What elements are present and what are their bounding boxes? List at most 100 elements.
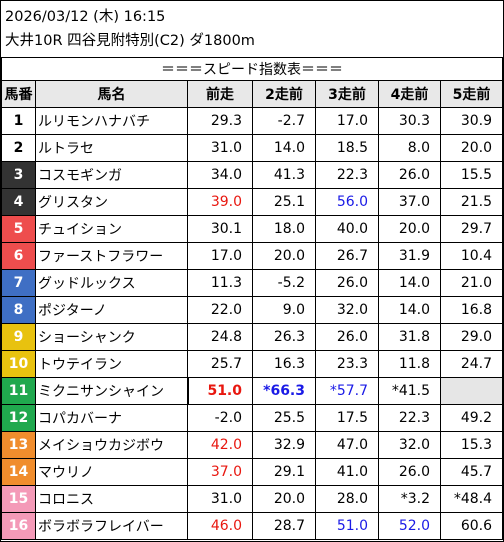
race-title: 大井10R 四谷見附特別(C2) ダ1800m: [5, 33, 255, 49]
speed-race-5: 10.4: [439, 242, 504, 270]
horse-name: コパカバーナ: [35, 404, 188, 432]
speed-last-race: 30.1: [187, 215, 253, 243]
table-row: 14 マウリノ 37.0 29.1 41.0 26.0 45.7: [1, 458, 504, 486]
speed-race-3: 18.5: [315, 134, 379, 162]
speed-race-2: 20.0: [252, 485, 316, 513]
horse-number: 5: [1, 215, 36, 243]
speed-race-2: 41.3: [252, 161, 316, 189]
speed-last-race: 31.0: [187, 485, 253, 513]
speed-race-5: 24.7: [439, 350, 504, 378]
speed-race-5: 30.9: [439, 107, 504, 135]
horse-number: 1: [1, 107, 36, 135]
speed-race-5: 29.0: [439, 323, 504, 351]
speed-last-race: 29.3: [187, 107, 253, 135]
speed-last-race: 42.0: [187, 431, 253, 459]
speed-race-2: 20.0: [252, 242, 316, 270]
table-row: 10 トウテイラン 25.7 16.3 23.3 11.8 24.7: [1, 350, 504, 378]
table-row: 5 チュイション 30.1 18.0 40.0 20.0 29.7: [1, 215, 504, 243]
horse-name: ファーストフラワー: [35, 242, 188, 270]
col-header-horse-name: 馬名: [35, 80, 188, 108]
table-row: 16 ボラボラフレイバー 46.0 28.7 51.0 52.0 60.6: [1, 512, 504, 540]
horse-name: チュイション: [35, 215, 188, 243]
horse-number: 15: [1, 485, 36, 513]
table-row: 15 コロニス 31.0 20.0 28.0 *3.2 *48.4: [1, 485, 504, 513]
horse-name: グッドルックス: [35, 269, 188, 297]
table-row: 6 ファーストフラワー 17.0 20.0 26.7 31.9 10.4: [1, 242, 504, 270]
speed-race-5: 16.8: [439, 296, 504, 324]
table-row: 7 グッドルックス 11.3 -5.2 26.0 14.0 21.0: [1, 269, 504, 297]
horse-name: コロニス: [35, 485, 188, 513]
col-header-race-5: 5走前: [439, 80, 504, 108]
speed-race-2: *66.3: [252, 377, 316, 405]
speed-race-3: 56.0: [315, 188, 379, 216]
speed-race-4: 52.0: [378, 512, 441, 540]
col-header-race-2: 2走前: [252, 80, 316, 108]
speed-race-4: *3.2: [378, 485, 441, 513]
speed-race-2: 26.3: [252, 323, 316, 351]
speed-race-4: 30.3: [378, 107, 441, 135]
col-header-race-4: 4走前: [378, 80, 441, 108]
speed-race-3: 28.0: [315, 485, 379, 513]
table-title: ＝＝＝スピード指数表＝＝＝: [0, 57, 504, 81]
horse-number: 2: [1, 134, 36, 162]
speed-race-2: -2.7: [252, 107, 316, 135]
col-header-last-race: 前走: [187, 80, 253, 108]
table-row: 9 ショーシャンク 24.8 26.3 26.0 31.8 29.0: [1, 323, 504, 351]
datetime-label: 2026/03/12 (木) 16:15: [5, 9, 166, 25]
speed-race-4: 22.3: [378, 404, 441, 432]
horse-name: トウテイラン: [35, 350, 188, 378]
speed-race-2: 9.0: [252, 296, 316, 324]
horse-number: 11: [1, 377, 36, 405]
speed-last-race: 17.0: [187, 242, 253, 270]
horse-name: ボラボラフレイバー: [35, 512, 188, 540]
speed-race-2: 29.1: [252, 458, 316, 486]
horse-number: 12: [1, 404, 36, 432]
col-header-number: 馬番: [1, 80, 36, 108]
speed-race-4: 26.0: [378, 458, 441, 486]
speed-race-3: 51.0: [315, 512, 379, 540]
horse-name: ルトラセ: [35, 134, 188, 162]
horse-name: コスモギンガ: [35, 161, 188, 189]
speed-race-4: 37.0: [378, 188, 441, 216]
table-row: 4 グリスタン 39.0 25.1 56.0 37.0 21.5: [1, 188, 504, 216]
table-row: 8 ポジターノ 22.0 9.0 32.0 14.0 16.8: [1, 296, 504, 324]
speed-race-5: 15.5: [439, 161, 504, 189]
speed-race-2: 16.3: [252, 350, 316, 378]
horse-name: メイショウカジボウ: [35, 431, 188, 459]
speed-race-4: *41.5: [378, 377, 441, 405]
speed-race-5: 20.0: [439, 134, 504, 162]
speed-race-4: 8.0: [378, 134, 441, 162]
speed-race-4: 11.8: [378, 350, 441, 378]
speed-race-5: *48.4: [439, 485, 504, 513]
speed-race-4: 31.9: [378, 242, 441, 270]
table-row: 3 コスモギンガ 34.0 41.3 22.3 26.0 15.5: [1, 161, 504, 189]
speed-race-5: [439, 377, 504, 405]
table-row: 11 ミクニサンシャイン 51.0 *66.3 *57.7 *41.5: [1, 377, 504, 405]
horse-number: 13: [1, 431, 36, 459]
speed-race-5: 29.7: [439, 215, 504, 243]
speed-race-3: 17.5: [315, 404, 379, 432]
speed-race-4: 20.0: [378, 215, 441, 243]
table-row: 12 コパカバーナ -2.0 25.5 17.5 22.3 49.2: [1, 404, 504, 432]
speed-race-2: 32.9: [252, 431, 316, 459]
speed-last-race: 51.0: [187, 377, 253, 405]
speed-last-race: 31.0: [187, 134, 253, 162]
table-header-row: 馬番 馬名 前走 2走前 3走前 4走前 5走前: [1, 80, 504, 108]
speed-race-2: 18.0: [252, 215, 316, 243]
horse-number: 4: [1, 188, 36, 216]
table-row: 2 ルトラセ 31.0 14.0 18.5 8.0 20.0: [1, 134, 504, 162]
horse-number: 16: [1, 512, 36, 540]
speed-race-5: 21.0: [439, 269, 504, 297]
speed-last-race: 39.0: [187, 188, 253, 216]
table-row: 1 ルリモンハナバチ 29.3 -2.7 17.0 30.3 30.9: [1, 107, 504, 135]
horse-name: マウリノ: [35, 458, 188, 486]
speed-race-2: 28.7: [252, 512, 316, 540]
horse-name: ミクニサンシャイン: [35, 377, 189, 405]
horse-name: ショーシャンク: [35, 323, 188, 351]
horse-number: 9: [1, 323, 36, 351]
speed-race-2: -5.2: [252, 269, 316, 297]
speed-race-3: 23.3: [315, 350, 379, 378]
speed-index-table: ＝＝＝スピード指数表＝＝＝ 馬番 馬名 前走 2走前 3走前 4走前 5走前 1…: [0, 57, 504, 540]
speed-last-race: 37.0: [187, 458, 253, 486]
col-header-race-3: 3走前: [315, 80, 379, 108]
